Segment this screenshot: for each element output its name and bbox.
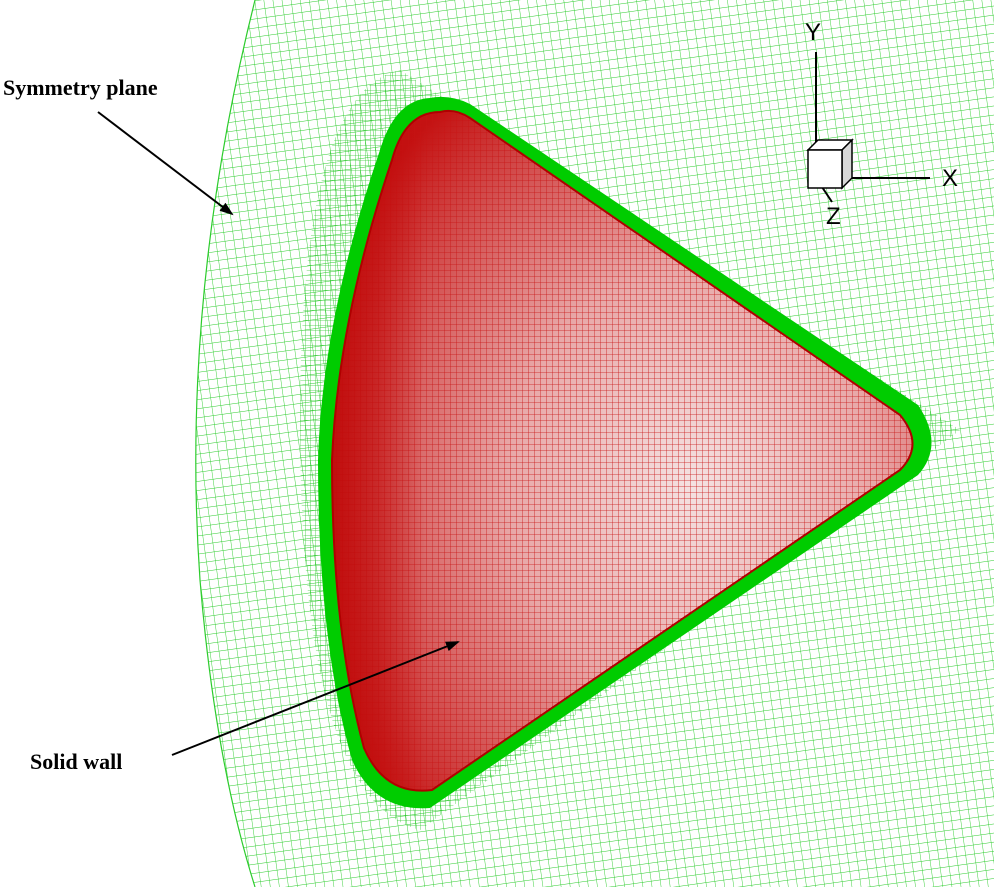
axis-x-label: X	[942, 165, 958, 192]
axis-y-label: Y	[805, 19, 821, 46]
axis-z-label: Z	[826, 203, 841, 230]
outer-domain-boundary	[0, 0, 255, 887]
solid-wall-arrow	[171, 641, 460, 756]
symmetry-plane-label: Symmetry plane	[3, 75, 158, 100]
axis-cube	[806, 138, 854, 190]
axis-triad: Y X Z	[805, 19, 958, 230]
solid-wall-body	[330, 109, 914, 792]
symmetry-plane-arrow	[97, 111, 234, 216]
solid-wall-label: Solid wall	[30, 749, 122, 774]
